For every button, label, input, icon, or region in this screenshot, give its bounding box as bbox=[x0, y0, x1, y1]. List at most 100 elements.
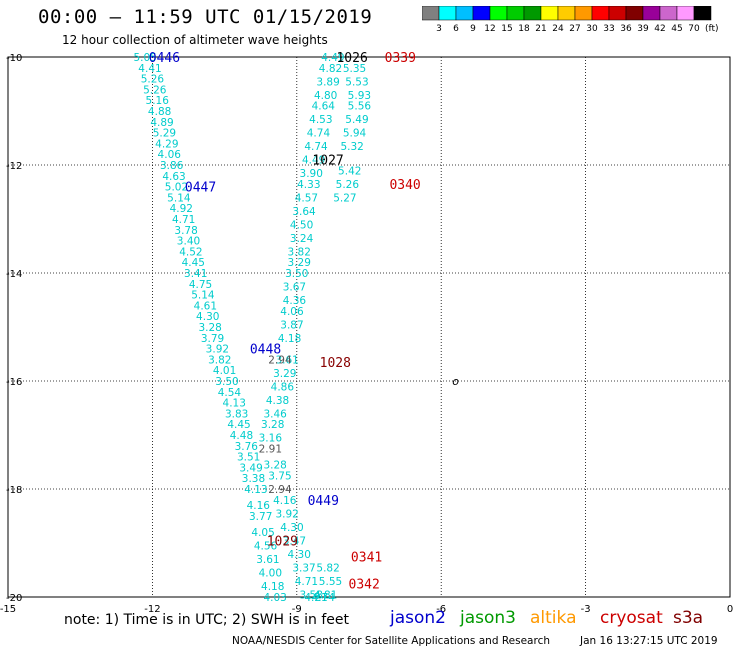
swh-value: 5.05 bbox=[133, 52, 156, 64]
swh-value: 4.45 bbox=[182, 257, 205, 269]
track-cryosat-extra: 5.355.53 5.935.565.49 5.945.32 5.42 5.265.27… bbox=[312, 63, 372, 604]
swh-value: 3.92 bbox=[206, 344, 229, 356]
swh-value: 4.30 bbox=[196, 311, 219, 323]
swh-value: 5.14 bbox=[167, 192, 191, 204]
map-frame: -15 -12 -9 -6 -3 0 -10 -12 -14 -16 -18 -20 o bbox=[0, 53, 733, 615]
y-tick-label: -20 bbox=[6, 593, 22, 604]
swh-value: 5.94 bbox=[343, 128, 367, 140]
swh-value: 4.74 bbox=[304, 141, 328, 153]
swh-value: 3.49 bbox=[239, 462, 262, 474]
satellite-legend-s3a: s3a bbox=[673, 608, 704, 628]
swh-value: 4.18 bbox=[261, 581, 284, 593]
swh-value: 4.61 bbox=[194, 300, 217, 312]
swh-value: 4.00 bbox=[259, 568, 282, 580]
colorbar-label-9: 30 bbox=[586, 24, 598, 34]
swh-value: 4.36 bbox=[283, 295, 307, 307]
swh-value: 3.29 bbox=[273, 368, 296, 380]
swh-value: 4.49 bbox=[302, 155, 325, 167]
swh-value: 3.89 bbox=[316, 76, 339, 88]
credit-line: NOAA/NESDIS Center for Satellite Applica… bbox=[232, 635, 550, 647]
swh-value: 3.58 bbox=[300, 589, 323, 601]
swh-value: 3.87 bbox=[280, 319, 303, 331]
swh-value: 4.86 bbox=[271, 381, 295, 393]
x-tick-label: -6 bbox=[436, 604, 446, 615]
y-tick-label: -18 bbox=[6, 485, 22, 496]
swh-value: 3.51 bbox=[237, 452, 260, 464]
swh-value: 5.32 bbox=[340, 141, 363, 153]
swh-value: 3.29 bbox=[288, 257, 311, 269]
swh-value: 4.56 bbox=[254, 541, 278, 553]
swh-value: 3.28 bbox=[198, 322, 221, 334]
swh-value: 5.26 bbox=[141, 74, 165, 86]
units-note: note: 1) Time is in UTC; 2) SWH is in fe… bbox=[64, 612, 350, 628]
swh-value: 4.33 bbox=[297, 179, 320, 191]
swh-value: 3.77 bbox=[249, 511, 272, 523]
track-jason2: 5.054.415.265.265.164.884.895.294.294.06… bbox=[133, 51, 344, 604]
swh-value: 5.14 bbox=[191, 290, 215, 302]
swh-value: 3.79 bbox=[201, 333, 224, 345]
swh-value: 4.41 bbox=[138, 63, 161, 75]
swh-value: 4.74 bbox=[307, 128, 331, 140]
swh-value: 3.76 bbox=[235, 441, 259, 453]
swh-value: 4.74 bbox=[312, 592, 336, 604]
swh-value: 4.21 bbox=[304, 592, 327, 604]
swh-value: 4.92 bbox=[170, 203, 193, 215]
page-title: 00:00 – 11:59 UTC 01/15/2019 bbox=[38, 6, 373, 28]
pass-time-label: 1027 bbox=[312, 154, 343, 169]
x-tick-label: -15 bbox=[0, 604, 16, 615]
colorbar-label-1: 6 bbox=[453, 24, 459, 34]
swh-value: 4.71 bbox=[295, 576, 318, 588]
colorbar-label-5: 18 bbox=[518, 24, 530, 34]
colorbar-label-0: 3 bbox=[436, 24, 442, 34]
swh-value: 4.18 bbox=[278, 333, 301, 345]
swh-value: 3.47 bbox=[283, 535, 306, 547]
x-tick-label: 0 bbox=[727, 604, 733, 615]
swh-value: 4.63 bbox=[162, 171, 185, 183]
page-subtitle: 12 hour collection of altimeter wave hei… bbox=[62, 33, 328, 47]
swh-value: 3.67 bbox=[283, 282, 306, 294]
y-tick-label: -16 bbox=[6, 377, 22, 388]
swh-value: 4.45 bbox=[227, 419, 250, 431]
x-tick-label: -9 bbox=[292, 604, 302, 615]
swh-value: 4.30 bbox=[288, 549, 311, 561]
swh-value: 4.29 bbox=[155, 138, 178, 150]
swh-value: 4.38 bbox=[266, 395, 289, 407]
swh-value: 5.27 bbox=[333, 192, 356, 204]
colorbar-label-3: 12 bbox=[484, 24, 495, 34]
swh-value: 5.35 bbox=[343, 63, 366, 75]
swh-value: 2.94 bbox=[268, 354, 292, 366]
colorbar-label-7: 24 bbox=[552, 24, 564, 34]
colorbar-swatch-16 bbox=[693, 6, 712, 21]
colorbar-unit: (ft) bbox=[705, 24, 719, 34]
pass-time-label: 0342 bbox=[349, 578, 380, 593]
swh-value: 4.81 bbox=[314, 589, 337, 601]
colorbar-label-12: 39 bbox=[637, 24, 649, 34]
satellite-legend-jason2: jason2 bbox=[390, 608, 446, 628]
swh-value: 5.16 bbox=[146, 95, 170, 107]
swh-value: 5.26 bbox=[143, 84, 167, 96]
swh-value: 4.89 bbox=[150, 117, 173, 129]
satellite-legend-cryosat: cryosat bbox=[600, 608, 663, 628]
swh-value: 3.41 bbox=[184, 268, 207, 280]
swh-value: 3.46 bbox=[263, 408, 287, 420]
island-marker: o bbox=[452, 375, 459, 388]
swh-value: 5.55 bbox=[319, 576, 342, 588]
track-jason2-grey: 2.94 2.91 2.94 bbox=[259, 354, 292, 496]
pass-time-label: 1026 bbox=[336, 51, 367, 66]
swh-value: 4.49 bbox=[321, 52, 344, 64]
swh-value: 5.49 bbox=[345, 114, 368, 126]
swh-value: 3.38 bbox=[242, 473, 265, 485]
swh-value: 4.71 bbox=[172, 214, 195, 226]
x-tick-label: -3 bbox=[581, 604, 591, 615]
pass-time-label: 0446 bbox=[149, 51, 180, 66]
y-tick-label: -10 bbox=[6, 53, 22, 64]
swh-value: 3.28 bbox=[261, 419, 284, 431]
swh-value: 5.53 bbox=[345, 76, 368, 88]
swh-value: 5.29 bbox=[153, 128, 176, 140]
swh-value: 5.02 bbox=[165, 182, 188, 194]
swh-value: 3.92 bbox=[275, 508, 298, 520]
pass-time-label: 0449 bbox=[308, 494, 339, 509]
swh-value: 4.54 bbox=[218, 387, 242, 399]
swh-value: 5.82 bbox=[316, 562, 339, 574]
swh-value: 3.50 bbox=[215, 376, 238, 388]
